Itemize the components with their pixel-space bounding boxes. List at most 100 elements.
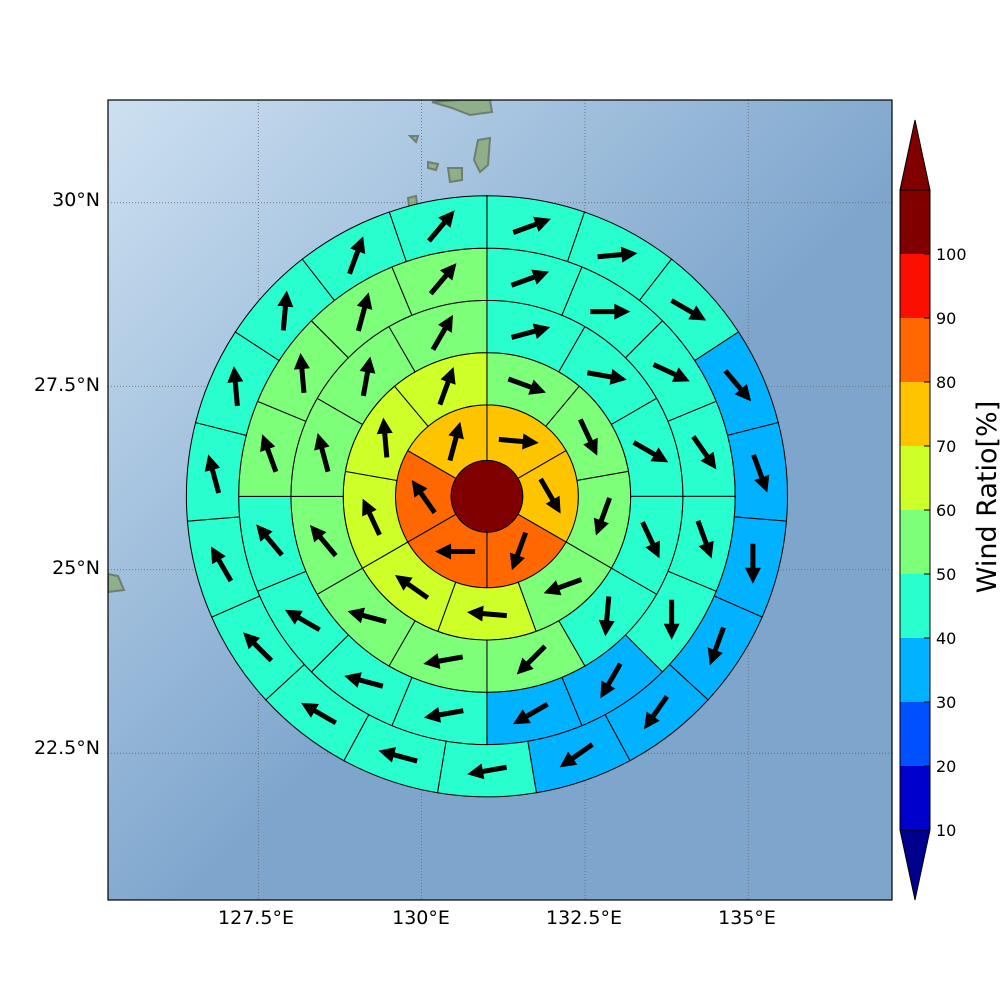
wind-arrow — [590, 303, 631, 320]
lon-tick-label: 127.5°E — [218, 907, 294, 929]
wind-arrow — [652, 362, 690, 382]
lat-tick-label: 25°N — [52, 557, 100, 579]
wind-arrow — [362, 498, 382, 536]
wind-arrow — [314, 433, 331, 473]
island-kikai — [472, 136, 492, 174]
colorbar-tick-label: 50 — [936, 565, 956, 584]
colorbar-tick-label: 10 — [936, 821, 956, 840]
wind-arrow — [430, 314, 453, 351]
wind-arrow — [260, 434, 279, 473]
lon-tick-label: 132.5°E — [546, 907, 622, 929]
wind-arrow — [301, 702, 337, 726]
island-small-3 — [407, 135, 420, 144]
colorbar-band — [900, 382, 930, 446]
wind-arrow — [467, 763, 508, 780]
wind-arrow — [378, 747, 418, 764]
wind-arrow — [204, 454, 222, 494]
colorbar-band — [900, 254, 930, 318]
wind-arrow — [437, 367, 456, 406]
colorbar-band — [900, 190, 930, 254]
wind-arrow — [210, 546, 234, 583]
colorbar-title: Wind Ratio[%] — [972, 401, 1000, 593]
wind-arrow — [691, 435, 717, 470]
wind-arrow — [723, 369, 752, 402]
wind-arrow — [543, 577, 583, 596]
colorbar-tick-label: 60 — [936, 501, 956, 520]
wind-arrow — [347, 607, 387, 625]
wind-sector — [185, 421, 247, 522]
lat-tick-label: 22.5°N — [34, 737, 100, 759]
wind-sectors — [185, 195, 788, 798]
lon-tick-label: 130°E — [392, 907, 450, 929]
wind-arrow — [347, 236, 366, 275]
colorbar-band — [900, 766, 930, 830]
colorbar-band — [900, 574, 930, 638]
colorbar-over-triangle — [899, 119, 931, 191]
wind-arrow — [578, 418, 598, 456]
island-amami — [431, 100, 494, 117]
wind-arrow — [600, 662, 623, 699]
wind-arrow — [632, 440, 669, 463]
colorbar-tick-label: 40 — [936, 629, 956, 648]
colorbar-tick-label: 100 — [936, 245, 967, 264]
wind-arrow — [498, 433, 539, 450]
wind-arrow — [344, 672, 384, 689]
wind-arrow — [256, 524, 284, 557]
wind-arrow — [640, 521, 660, 559]
wind-arrow — [559, 742, 594, 768]
wind-arrow — [376, 417, 393, 458]
wind-arrow — [586, 369, 627, 385]
wind-arrow — [394, 574, 430, 600]
island-small-1 — [446, 167, 463, 184]
island-west-edge — [108, 572, 126, 594]
wind-arrow — [593, 497, 612, 536]
colorbar-tick-label: 20 — [936, 757, 956, 776]
colorbar-band — [900, 446, 930, 510]
colorbar-tick-label: 70 — [936, 437, 956, 456]
wind-arrow — [707, 626, 726, 666]
map-panel — [107, 99, 893, 901]
wind-arrow — [293, 352, 310, 394]
colorbar-band — [900, 510, 930, 574]
wind-arrow — [644, 695, 669, 730]
colorbar: 10 20 30 40 50 60 70 80 90 100 Wind Ratio[%] — [899, 119, 1000, 901]
wind-arrow — [663, 599, 680, 640]
lat-tick-label: 27.5°N — [34, 374, 100, 396]
lat-tick-label: 30°N — [52, 189, 100, 211]
wind-arrow — [510, 323, 551, 340]
wind-arrow — [510, 269, 550, 288]
colorbar-tick-label: 30 — [936, 693, 956, 712]
colorbar-under-triangle — [899, 829, 931, 901]
lat-axis-labels: 30°N 27.5°N 25°N 22.5°N — [34, 189, 100, 759]
wind-arrow — [507, 376, 546, 395]
wind-arrow — [751, 454, 770, 493]
colorbar-band — [900, 702, 930, 766]
wind-arrow — [447, 421, 464, 462]
wind-arrow — [467, 605, 508, 622]
wind-arrows — [204, 210, 770, 780]
wind-arrow — [277, 290, 294, 331]
colorbar-band — [900, 318, 930, 382]
wind-arrow — [516, 644, 547, 675]
lon-axis-labels: 127.5°E 130°E 132.5°E 135°E — [218, 907, 776, 929]
wind-arrow — [512, 216, 551, 235]
wind-arrow — [355, 292, 373, 332]
wind-arrow — [411, 479, 437, 515]
colorbar-bands — [900, 190, 930, 830]
wind-arrow — [597, 246, 638, 263]
wind-arrow — [243, 632, 274, 663]
wind-arrow — [426, 210, 455, 243]
wind-arrow — [598, 596, 615, 637]
wind-arrow — [284, 609, 321, 632]
colorbar-tick-label: 90 — [936, 309, 956, 328]
wind-arrow — [435, 543, 476, 560]
wind-arrow — [428, 263, 457, 296]
wind-arrow — [309, 524, 338, 558]
island-small-2 — [427, 160, 440, 172]
wind-arrow — [538, 477, 561, 514]
wind-arrow — [744, 543, 761, 584]
wind-arrow — [695, 520, 714, 559]
colorbar-band — [900, 638, 930, 702]
wind-arrow — [670, 298, 707, 321]
colorbar-ticks: 10 20 30 40 50 60 70 80 90 100 — [924, 245, 967, 840]
